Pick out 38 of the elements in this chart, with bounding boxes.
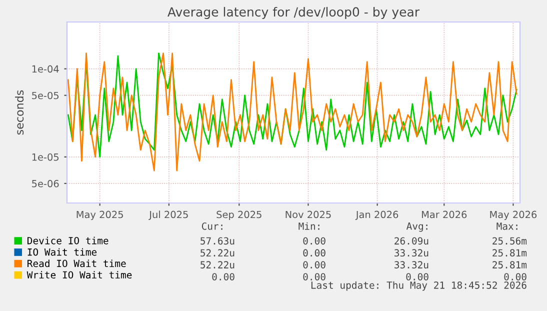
legend-label: IO Wait time bbox=[28, 248, 97, 256]
y-axis-title: seconds bbox=[15, 90, 24, 135]
text: 26.09u bbox=[394, 237, 428, 245]
text: 33.32u bbox=[394, 261, 428, 268]
x-tick-label: Sep 2025 bbox=[216, 210, 262, 220]
x-tick-label: Jan 2026 bbox=[355, 210, 398, 220]
text: Cur: bbox=[202, 222, 222, 230]
text: Avg: bbox=[406, 222, 428, 232]
text: 33.32u bbox=[394, 249, 428, 257]
x-tick-label: Nov 2025 bbox=[286, 210, 331, 218]
x-tick-label: May 2025 bbox=[76, 210, 123, 220]
text: 25.56m bbox=[492, 237, 527, 245]
text: Max: bbox=[496, 222, 518, 230]
text: 52.22u bbox=[200, 261, 234, 268]
text: 52.22u bbox=[200, 249, 234, 257]
legend-label: Read IO Wait time bbox=[28, 260, 126, 268]
text: 0.00 bbox=[303, 261, 326, 268]
x-tick-label: May 2026 bbox=[490, 210, 537, 220]
x-tick-label: Mar 2026 bbox=[422, 210, 467, 218]
text: 25.81m bbox=[492, 249, 527, 257]
text: 57.63u bbox=[200, 237, 234, 245]
y-tick-label: 1e-04 bbox=[32, 65, 59, 73]
text: 0.00 bbox=[212, 273, 234, 280]
chart-title: Average latency for /dev/loop0 - by year bbox=[168, 6, 420, 20]
y-tick-label: 1e-05 bbox=[32, 153, 59, 161]
text: Last update: Thu May 21 18:45:52 2026 bbox=[311, 281, 526, 291]
x-tick-label: Jul 2025 bbox=[148, 210, 188, 220]
text: 0.00 bbox=[504, 273, 526, 280]
legend-label: Write IO Wait time bbox=[26, 271, 132, 279]
text: 0.00 bbox=[406, 273, 428, 280]
text: 0.00 bbox=[303, 237, 326, 245]
text: 0.00 bbox=[303, 249, 326, 257]
y-tick-label: 5e-06 bbox=[32, 180, 59, 188]
text: 25.81m bbox=[492, 261, 527, 268]
legend-label: Device IO time bbox=[28, 236, 108, 244]
text: 0.00 bbox=[303, 273, 326, 280]
y-tick-label: 5e-05 bbox=[32, 92, 59, 100]
text: Min: bbox=[298, 222, 320, 230]
